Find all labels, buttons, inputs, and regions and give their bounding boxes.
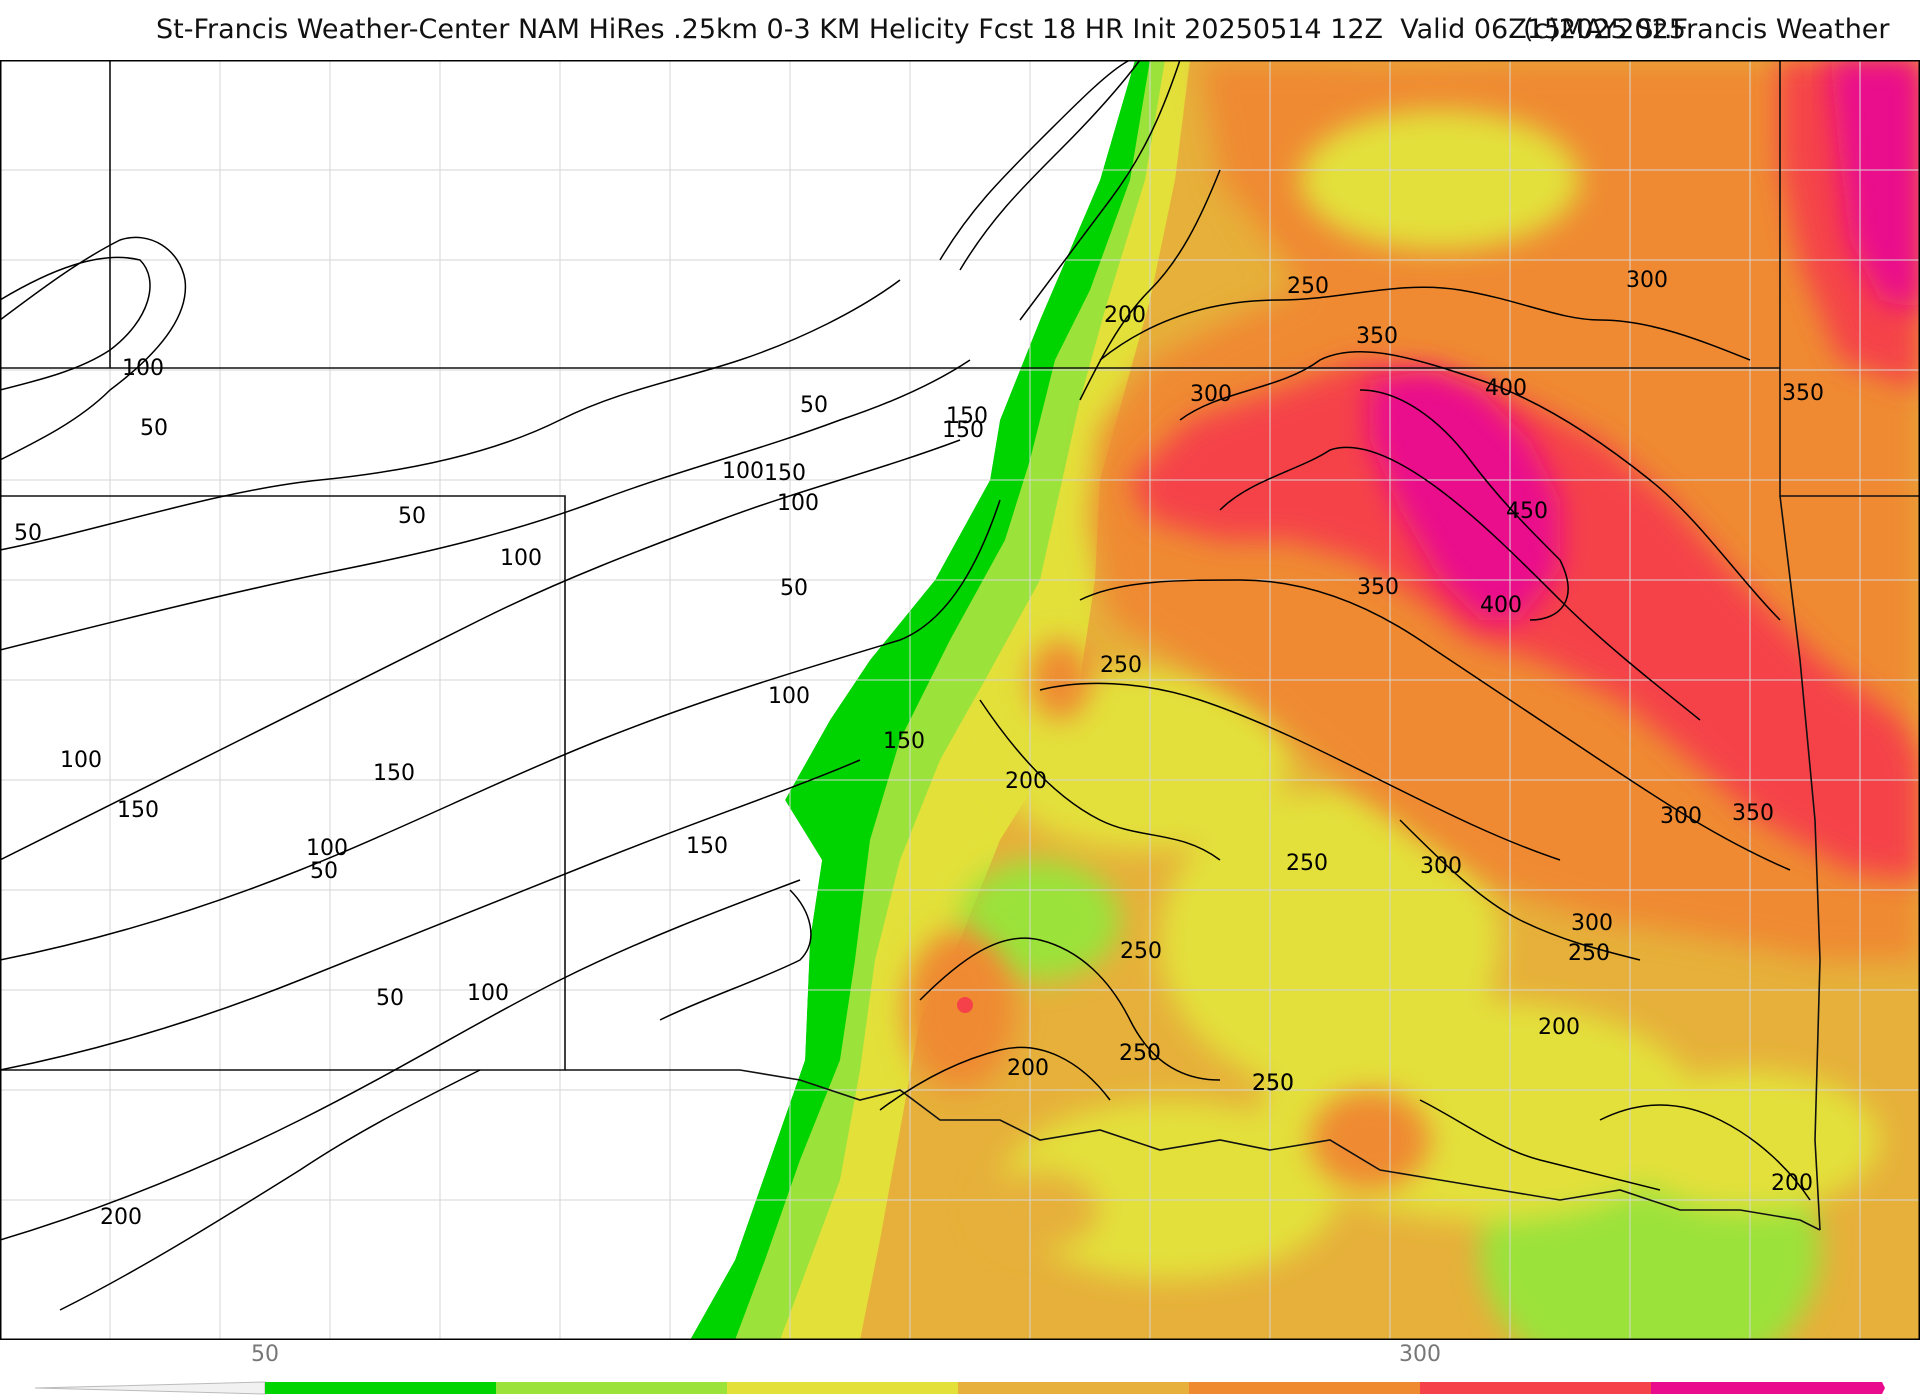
contour-label: 50 — [14, 521, 42, 546]
helicity-contours — [0, 60, 1811, 1311]
colorbar-bin — [958, 1382, 1189, 1394]
contour-label: 150 — [942, 418, 984, 443]
contour-label: 50 — [780, 576, 808, 601]
contour-label: 300 — [1420, 854, 1462, 879]
colorbar-extension-low — [34, 1381, 266, 1395]
contour-label: 200 — [1771, 1171, 1813, 1196]
contour-label: 250 — [1568, 941, 1610, 966]
colorbar-bin — [727, 1382, 958, 1394]
contour-label: 100 — [777, 491, 819, 516]
contour-label: 400 — [1480, 593, 1522, 618]
colorbar-tick-labels: 50 300 — [0, 1342, 1920, 1372]
contour-label: 50 — [398, 504, 426, 529]
contour-label: 50 — [310, 859, 338, 884]
contour-label: 150 — [946, 404, 988, 429]
contour-label: 100 — [768, 684, 810, 709]
contour-label: 150 — [764, 461, 806, 486]
contour-label: 100 — [500, 546, 542, 571]
contour-label: 350 — [1356, 324, 1398, 349]
shade-max-spot — [957, 997, 973, 1013]
contour-label: 200 — [1005, 769, 1047, 794]
helicity-map[interactable]: 100 50 50 100 50 150 100 150 100 50 100 … — [0, 60, 1920, 1340]
contour-label: 100 — [60, 748, 102, 773]
contour-label: 250 — [1286, 851, 1328, 876]
contour-label: 100 — [467, 981, 509, 1006]
colorbar-bin — [265, 1382, 496, 1394]
colorbar-extension-high — [1882, 1382, 1885, 1394]
contour-label: 450 — [1506, 499, 1548, 524]
colorbar — [0, 1376, 1920, 1396]
shade-350-400-ne — [1830, 60, 1920, 310]
contour-label: 250 — [1287, 274, 1329, 299]
contour-label: 200 — [100, 1205, 142, 1230]
contour-label: 100 — [722, 459, 764, 484]
contour-label: 350 — [1732, 801, 1774, 826]
contour-label: 150 — [373, 761, 415, 786]
contour-label: 350 — [1357, 575, 1399, 600]
contour-label: 150 — [686, 834, 728, 859]
contour-label: 350 — [1782, 381, 1824, 406]
copyright-text: (c)2025 St.Francis Weather — [1523, 14, 1890, 45]
contour-label-layer: 100 50 50 100 50 150 100 150 100 50 100 … — [14, 268, 1824, 1230]
contour-label: 400 — [1485, 376, 1527, 401]
state-boundaries — [0, 60, 1920, 1231]
contour-label: 50 — [140, 416, 168, 441]
contour-label: 300 — [1626, 268, 1668, 293]
colorbar-bin — [496, 1382, 727, 1394]
contour-label: 250 — [1120, 939, 1162, 964]
contour-label: 250 — [1119, 1041, 1161, 1066]
colorbar-bin — [1651, 1382, 1882, 1394]
helicity-shading — [0, 60, 1920, 1340]
colorbar-tick-label: 50 — [251, 1342, 279, 1367]
chart-title: St-Francis Weather-Center NAM HiRes .25k… — [0, 14, 1920, 54]
contour-label: 200 — [1007, 1056, 1049, 1081]
title-text: St-Francis Weather-Center NAM HiRes .25k… — [156, 14, 1686, 45]
shade-300-350 — [1130, 360, 1920, 880]
contour-label: 250 — [1252, 1071, 1294, 1096]
contour-label: 100 — [306, 836, 348, 861]
contour-label: 150 — [117, 798, 159, 823]
contour-label: 50 — [376, 986, 404, 1011]
contour-label: 300 — [1660, 804, 1702, 829]
shade-350-400 — [1370, 370, 1560, 620]
contour-label: 50 — [800, 393, 828, 418]
contour-label: 250 — [1100, 653, 1142, 678]
contour-label: 300 — [1190, 382, 1232, 407]
contour-label: 100 — [122, 356, 164, 381]
colorbar-tick-label: 300 — [1399, 1342, 1441, 1367]
colorbar-bin — [1420, 1382, 1651, 1394]
shade-west-mask — [0, 60, 1135, 1340]
contour-label: 250 — [1252, 1071, 1294, 1096]
contour-label: 150 — [883, 729, 925, 754]
contour-label: 200 — [1104, 303, 1146, 328]
contour-label: 300 — [1571, 911, 1613, 936]
map-frame — [0, 60, 1920, 1340]
contour-label: 200 — [1538, 1015, 1580, 1040]
colorbar-bin — [1189, 1382, 1420, 1394]
